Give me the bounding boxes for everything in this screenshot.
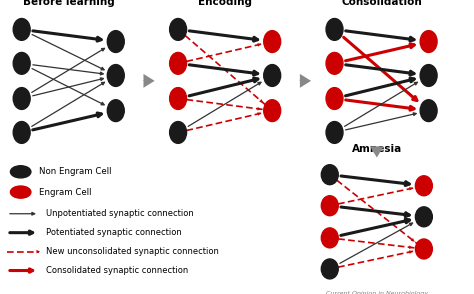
Circle shape (107, 31, 124, 52)
Circle shape (321, 165, 338, 185)
Text: Consolidated synaptic connection: Consolidated synaptic connection (46, 266, 188, 275)
Circle shape (321, 196, 338, 216)
Text: Current Opinion in Neurobiology: Current Opinion in Neurobiology (326, 291, 428, 294)
Circle shape (326, 52, 343, 74)
Circle shape (326, 88, 343, 109)
Text: Engram Cell: Engram Cell (39, 188, 91, 197)
Circle shape (170, 19, 187, 40)
Circle shape (420, 100, 437, 121)
Circle shape (420, 65, 437, 86)
Text: Unpotentiated synaptic connection: Unpotentiated synaptic connection (46, 209, 193, 218)
Circle shape (415, 176, 432, 196)
Circle shape (13, 19, 30, 40)
Circle shape (264, 100, 281, 121)
Circle shape (10, 166, 31, 178)
Title: Before learning: Before learning (23, 0, 115, 7)
Circle shape (326, 121, 343, 143)
Circle shape (321, 259, 338, 279)
Circle shape (170, 121, 187, 143)
Circle shape (420, 31, 437, 52)
Circle shape (264, 31, 281, 52)
Text: Potentiated synaptic connection: Potentiated synaptic connection (46, 228, 182, 237)
Circle shape (13, 121, 30, 143)
Circle shape (13, 52, 30, 74)
Text: New unconsolidated synaptic connection: New unconsolidated synaptic connection (46, 247, 219, 256)
Title: Consolidation: Consolidation (341, 0, 422, 7)
Circle shape (170, 52, 187, 74)
Circle shape (415, 239, 432, 259)
Title: Amnesia: Amnesia (352, 144, 402, 154)
Circle shape (264, 65, 281, 86)
Circle shape (107, 65, 124, 86)
Circle shape (170, 88, 187, 109)
Circle shape (10, 186, 31, 198)
Circle shape (326, 19, 343, 40)
Title: Encoding: Encoding (198, 0, 252, 7)
Circle shape (321, 228, 338, 248)
Text: Non Engram Cell: Non Engram Cell (39, 167, 111, 176)
Circle shape (415, 207, 432, 227)
Circle shape (13, 88, 30, 109)
Circle shape (107, 100, 124, 121)
